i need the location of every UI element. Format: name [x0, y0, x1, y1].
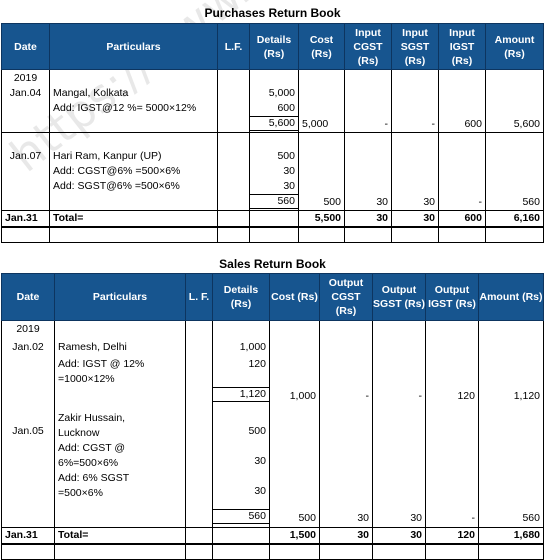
col-header-sgst: Output SGST (Rs) [372, 273, 426, 321]
particulars-tax: Add: IGST@12 %= 5000×12% [53, 102, 197, 114]
table-row: 2019 Jan.02 Jan.05 Ramesh, Delhi Add: IG… [1, 320, 544, 528]
details-subtotal: 1,120 [213, 387, 269, 402]
col-header-cgst: Input CGST (Rs) [344, 23, 392, 70]
year-label: 2019 [16, 323, 40, 335]
cost-value: 500 [298, 132, 345, 211]
details-subtotal: 560 [213, 509, 269, 524]
details-value: 500 [277, 150, 295, 162]
details-subtotal: 560 [250, 194, 298, 209]
cgst-value: - [344, 69, 392, 133]
cost-value: 500 [298, 512, 316, 524]
particulars-tax: =500×6% [58, 487, 103, 499]
particulars-name: Lucknow [58, 427, 100, 439]
total-row: Jan.31 Total= 1,500 30 30 120 1,680 [1, 527, 544, 545]
igst-value: - [471, 512, 476, 524]
particulars-name: Zakir Hussain, [58, 412, 126, 424]
igst-value: 120 [457, 390, 475, 402]
table-row: Jan.07 Hari Ram, Kanpur (UP) Add: CGST@6… [1, 132, 544, 211]
total-cgst: 30 [319, 527, 373, 545]
col-header-cgst: Output CGST (Rs) [319, 273, 373, 321]
amount-value: 1,120 [513, 390, 540, 402]
cgst-value: 30 [357, 512, 369, 524]
year-label: 2019 [13, 72, 38, 84]
total-sgst: 30 [372, 527, 426, 545]
col-header-date: Date [1, 273, 55, 321]
details-value: 5,000 [268, 87, 295, 99]
particulars-name: Hari Ram, Kanpur (UP) [53, 150, 162, 162]
col-header-igst: Output IGST (Rs) [425, 273, 479, 321]
cgst-value: 30 [344, 132, 392, 211]
sgst-value: 30 [410, 512, 422, 524]
col-header-particulars: Particulars [49, 23, 218, 70]
details-value: 30 [254, 455, 266, 467]
total-amount: 1,680 [478, 527, 544, 545]
amount-value: 560 [522, 512, 540, 524]
col-header-cost: Cost (Rs) [298, 23, 345, 70]
total-cgst: 30 [344, 210, 392, 228]
total-cost: 1,500 [269, 527, 320, 545]
particulars-tax: =1000×12% [58, 373, 115, 385]
cost-value: 1,000 [289, 390, 316, 402]
entry-date: Jan.07 [9, 150, 42, 162]
cost-value: 5,000 [298, 69, 345, 133]
col-header-details: Details (Rs) [212, 273, 270, 321]
sgst-value: - [418, 390, 423, 402]
details-value: 500 [248, 425, 266, 437]
details-value: 600 [277, 102, 295, 114]
table-row: 2019 Jan.04 Mangal, Kolkata Add: IGST@12… [1, 69, 544, 133]
details-value: 1,000 [239, 341, 266, 353]
sgst-value: - [391, 69, 439, 133]
col-header-lf: L. F. [185, 273, 213, 321]
total-igst: 600 [438, 210, 486, 228]
particulars-tax: Add: 6% SGST [58, 472, 130, 484]
details-value: 30 [283, 165, 295, 177]
blank-row [1, 544, 544, 560]
cgst-value: - [365, 390, 370, 402]
col-header-lf: L.F. [217, 23, 250, 70]
entry-date: Jan.02 [12, 341, 44, 353]
col-header-cost: Cost (Rs) [269, 273, 320, 321]
total-label: Total= [54, 527, 186, 545]
particulars-tax: Add: IGST @ 12% [58, 358, 145, 370]
total-cost: 5,500 [298, 210, 345, 228]
col-header-date: Date [1, 23, 50, 70]
details-value: 30 [283, 180, 295, 192]
particulars-tax: Add: CGST @ [58, 442, 126, 454]
igst-value: 600 [438, 69, 486, 133]
total-row: Jan.31 Total= 5,500 30 30 600 6,160 [1, 210, 544, 228]
igst-value: - [438, 132, 486, 211]
total-label: Total= [49, 210, 218, 228]
total-amount: 6,160 [485, 210, 544, 228]
blank-row [1, 227, 544, 243]
total-date: Jan.31 [1, 527, 55, 545]
amount-value: 5,600 [485, 69, 544, 133]
particulars-tax: Add: CGST@6% =500×6% [53, 165, 181, 177]
entry-date: Jan.05 [12, 425, 44, 437]
col-header-sgst: Input SGST (Rs) [391, 23, 439, 70]
col-header-particulars: Particulars [54, 273, 186, 321]
total-sgst: 30 [391, 210, 439, 228]
col-header-details: Details (Rs) [249, 23, 299, 70]
sales-return-table: Date Particulars L. F. Details (Rs) Cost… [1, 273, 544, 560]
details-subtotal: 5,600 [250, 116, 298, 131]
details-value: 120 [248, 358, 266, 370]
total-date: Jan.31 [1, 210, 50, 228]
sgst-value: 30 [391, 132, 439, 211]
particulars-name: Ramesh, Delhi [58, 341, 127, 353]
particulars-tax: 6%=500×6% [58, 457, 119, 469]
details-value: 30 [254, 485, 266, 497]
col-header-amount: Amount (Rs) [478, 273, 544, 321]
purchases-return-table: Date Particulars L.F. Details (Rs) Cost … [1, 23, 544, 243]
sales-book-title: Sales Return Book [219, 257, 326, 271]
amount-value: 560 [485, 132, 544, 211]
purchases-book-title: Purchases Return Book [204, 6, 341, 20]
col-header-amount: Amount (Rs) [485, 23, 544, 70]
total-igst: 120 [425, 527, 479, 545]
particulars-name: Mangal, Kolkata [53, 87, 129, 99]
particulars-tax: Add: SGST@6% =500×6% [53, 180, 180, 192]
col-header-igst: Input IGST (Rs) [438, 23, 486, 70]
entry-date: Jan.04 [9, 87, 42, 99]
